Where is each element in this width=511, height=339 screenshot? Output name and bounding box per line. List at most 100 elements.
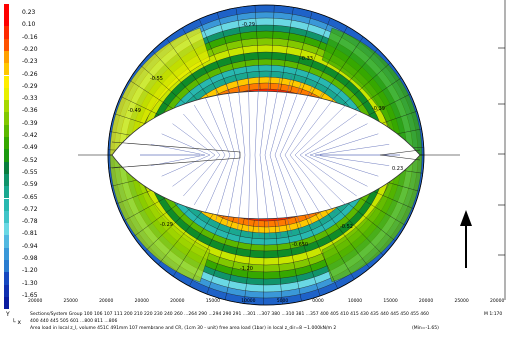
mesh-line — [312, 209, 355, 280]
side-contour-region — [321, 27, 423, 156]
legend-swatch — [4, 137, 9, 150]
legend-swatch — [4, 186, 9, 199]
legend-row: 0.10 — [0, 21, 70, 39]
cable-line — [264, 154, 282, 237]
cable-line — [161, 154, 211, 177]
cable-line — [193, 154, 226, 206]
side-contour-region — [109, 154, 211, 283]
mesh-line — [274, 220, 283, 305]
legend-row: -1.65 — [0, 292, 70, 310]
legend-top-cap — [4, 4, 9, 14]
legend-label: -0.33 — [22, 95, 38, 103]
scale-label: 10000 — [241, 299, 256, 304]
cable-line — [226, 154, 241, 227]
scale-axis: 20000 25000 20000 20000 20000 15000 10000 5000 0… — [0, 299, 511, 309]
legend-label: -0.16 — [22, 33, 38, 41]
legend-row: -0.49 — [0, 144, 70, 162]
scale-label: 25000 — [63, 299, 78, 304]
mesh-line — [243, 220, 255, 304]
legend-label: -0.72 — [22, 205, 38, 213]
scale-label: 0000 — [312, 299, 324, 304]
axis-y-glyph: Y — [6, 311, 10, 318]
footer-line-1: Sections/System Group 100 106 107 111 20… — [30, 312, 429, 317]
legend-row: -0.55 — [0, 169, 70, 187]
mesh-line — [284, 219, 302, 302]
cable-line — [314, 144, 390, 156]
cable-line — [237, 154, 246, 231]
legend-swatch — [4, 87, 9, 101]
legend-swatch — [4, 112, 9, 125]
cable-line — [254, 73, 260, 156]
cable-line — [279, 154, 314, 227]
legend-swatch — [4, 260, 9, 273]
scale-label: 10000 — [347, 299, 363, 304]
legend-swatch — [4, 296, 9, 310]
mesh-line — [199, 18, 231, 96]
cable-line — [289, 154, 336, 214]
cable-line — [204, 96, 231, 156]
mesh-line — [263, 220, 265, 305]
legend-label: -0.59 — [22, 181, 38, 189]
cable-line — [150, 154, 206, 166]
legend-label: -0.81 — [22, 230, 38, 238]
mesh-line — [290, 11, 313, 92]
legend-swatch — [4, 14, 9, 27]
legend-label: -1.65 — [22, 291, 38, 299]
cable-line — [161, 133, 211, 156]
legend-label: -1.20 — [22, 267, 38, 275]
mesh-line — [158, 203, 209, 265]
legend-swatch — [4, 50, 9, 64]
legend-row: -0.94 — [0, 243, 70, 260]
cable-line — [299, 113, 357, 156]
contour-label: -0.29 — [160, 222, 173, 228]
mesh-line — [182, 27, 222, 100]
legend-row: -0.52 — [0, 157, 70, 174]
legend-label: -0.94 — [22, 242, 38, 250]
legend-label: -0.52 — [22, 156, 38, 164]
contour-label: -1.20 — [240, 266, 253, 272]
cable-line — [259, 154, 271, 238]
legend-label: -0.39 — [22, 119, 38, 127]
cable-line — [289, 96, 336, 156]
scale-label: 20000 — [28, 299, 43, 304]
legend-label: -0.29 — [22, 82, 38, 90]
scale-label: 20000 — [134, 299, 149, 304]
scale-label: 20000 — [170, 299, 185, 304]
cable-line — [248, 154, 251, 235]
legend-label: -0.20 — [22, 45, 38, 53]
contour-label: -0.29 — [242, 22, 255, 28]
legend-row: -0.33 — [0, 95, 70, 113]
cable-line — [259, 72, 271, 156]
footer-max-note: (Min=-1.65) — [412, 326, 439, 331]
cable-line — [150, 144, 206, 156]
mesh-line — [166, 38, 214, 104]
legend-row: -0.36 — [0, 107, 70, 125]
side-contour-region — [109, 27, 211, 156]
cable-line — [314, 154, 390, 166]
legend-label: -0.65 — [22, 193, 38, 201]
cable-line — [248, 75, 251, 156]
mesh-line — [270, 5, 275, 90]
legend-label: -0.23 — [22, 58, 38, 66]
legend-row: 0.23 — [0, 9, 70, 27]
side-contour-region — [321, 154, 423, 283]
contour-label: -0.33 — [300, 56, 313, 62]
legend-swatch — [4, 235, 9, 248]
cable-line — [264, 73, 282, 156]
legend-row: -0.59 — [0, 181, 70, 199]
cable-line — [226, 83, 241, 156]
footer-scale-note: M 1:170 — [484, 312, 503, 317]
cable-line — [204, 154, 231, 214]
legend-swatch — [4, 149, 9, 162]
legend-row: -0.29 — [0, 83, 70, 101]
legend-label: -0.42 — [22, 132, 38, 139]
legend-label: 0.10 — [22, 21, 36, 29]
mesh-line — [317, 36, 364, 104]
cable-line — [299, 154, 357, 197]
legend-swatch — [4, 272, 9, 285]
legend-swatch — [4, 124, 9, 137]
scale-label: 5000 — [276, 299, 289, 304]
legend-swatch — [4, 75, 9, 88]
mesh-line — [294, 216, 321, 297]
color-legend: 0.23 0.10 -0.16 -0.20 -0.23 -0.26 -0.29 -0.33 -0… — [0, 0, 70, 310]
